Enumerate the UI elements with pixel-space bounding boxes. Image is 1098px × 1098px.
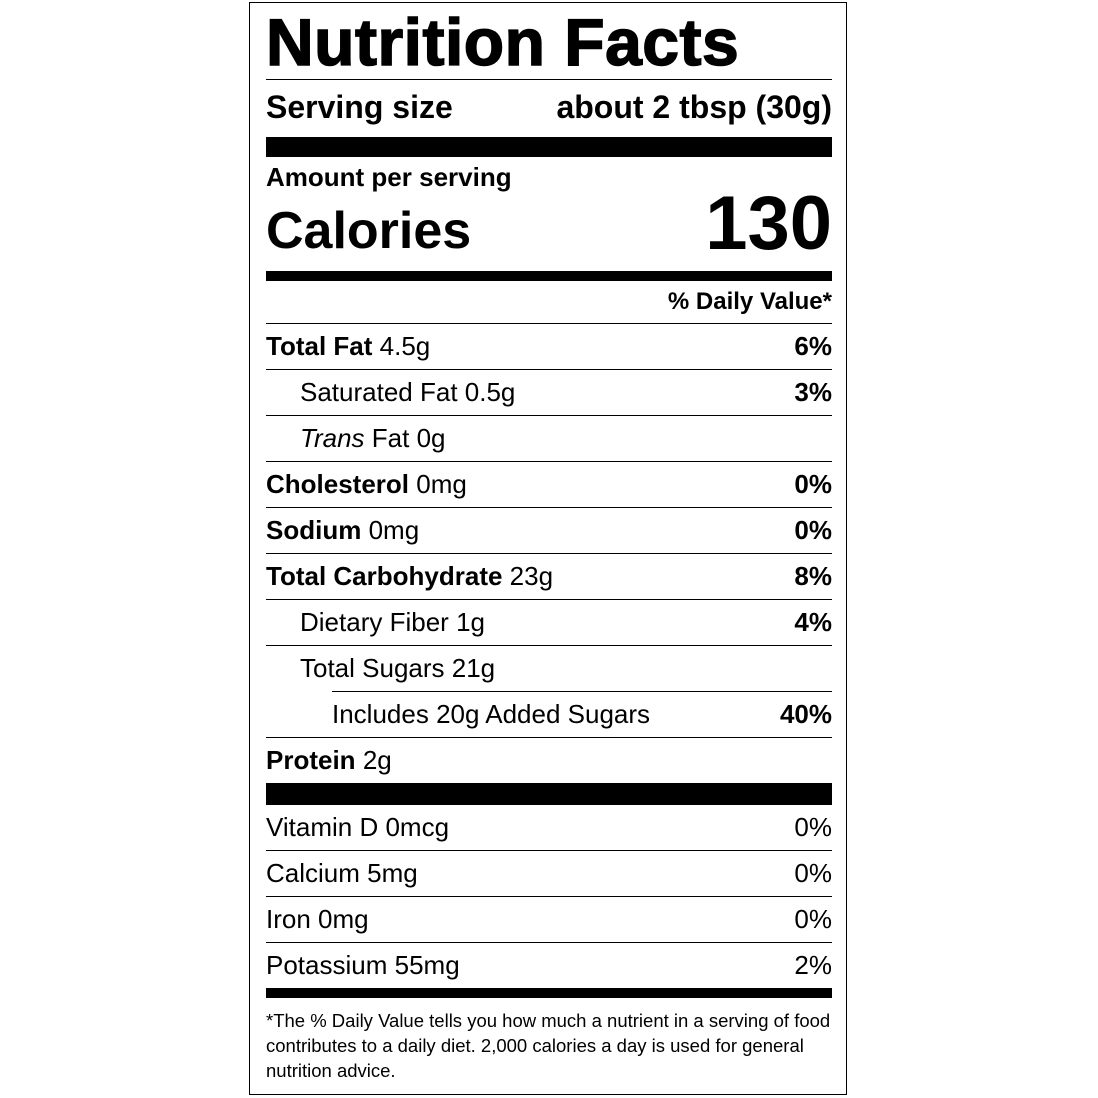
nutrient-amount: 0.5g: [464, 377, 516, 407]
serving-size-label: Serving size: [266, 88, 453, 125]
nutrient-dv: 8%: [794, 561, 832, 591]
nutrient-dv: 0%: [794, 469, 832, 499]
nutrient-row-cholesterol: Cholesterol 0mg 0%: [266, 462, 832, 508]
vitamin-amount: 0mcg: [385, 812, 450, 842]
nutrient-name: Trans: [300, 423, 365, 453]
nutrient-amount: 23g: [509, 561, 554, 591]
nutrient-name: Protein: [266, 745, 356, 775]
nutrient-row-sodium: Sodium 0mg 0%: [266, 508, 832, 554]
nutrient-name: Total Fat: [266, 331, 373, 361]
calories-label: Calories: [266, 202, 472, 260]
nutrition-facts-label: Nutrition Facts Serving size about 2 tbs…: [249, 2, 847, 1095]
vitamin-amount: 0mg: [318, 904, 369, 934]
nutrient-dv: 6%: [794, 331, 832, 361]
vitamin-row-vitamin-d: Vitamin D 0mcg 0%: [266, 805, 832, 851]
vitamin-dv: 0%: [794, 858, 832, 888]
calories-value: 130: [705, 181, 832, 266]
nutrient-amount: 4.5g: [379, 331, 431, 361]
label-title: Nutrition Facts: [265, 4, 740, 80]
nutrient-row-protein: Protein 2g: [266, 738, 832, 783]
nutrient-name: Cholesterol: [266, 469, 410, 499]
nutrient-amount: 1g: [456, 607, 485, 637]
nutrient-name-rest: Fat: [371, 423, 410, 453]
vitamin-amount: 5mg: [367, 858, 418, 888]
nutrient-name: Includes 20g Added Sugars: [332, 699, 651, 729]
nutrient-amount: 2g: [362, 745, 392, 775]
nutrient-amount: 21g: [451, 653, 496, 683]
nutrient-dv: 4%: [794, 607, 832, 637]
nutrient-dv: 3%: [794, 377, 832, 407]
nutrient-name: Sodium: [266, 515, 362, 545]
thick-divider: [266, 137, 832, 157]
vitamin-dv: 2%: [794, 950, 832, 980]
nutrient-row-total-fat: Total Fat 4.5g 6%: [266, 324, 832, 370]
vitamin-name: Calcium: [266, 858, 360, 888]
nutrient-row-total-carbohydrate: Total Carbohydrate 23g 8%: [266, 554, 832, 600]
nutrient-name: Dietary Fiber: [300, 607, 449, 637]
serving-size-value: about 2 tbsp (30g): [556, 88, 832, 125]
nutrient-amount: 0mg: [368, 515, 420, 545]
footnote: *The % Daily Value tells you how much a …: [266, 1010, 831, 1081]
vitamin-name: Vitamin D: [266, 812, 379, 842]
nutrient-dv: 0%: [794, 515, 832, 545]
nutrient-row-added-sugars: Includes 20g Added Sugars 40%: [332, 691, 832, 737]
added-sugars-wrap: Includes 20g Added Sugars 40%: [332, 691, 832, 737]
nutrient-name: Total Sugars: [300, 653, 445, 683]
vitamin-name: Potassium: [266, 950, 388, 980]
nutrient-amount: 0g: [416, 423, 446, 453]
amount-per-serving: Amount per serving: [266, 162, 512, 192]
serving-size-row: Serving size about 2 tbsp (30g): [266, 80, 832, 134]
divider: [266, 79, 832, 80]
vitamin-dv: 0%: [794, 812, 832, 842]
vitamin-amount: 55mg: [394, 950, 460, 980]
nutrient-amount: 0mg: [416, 469, 467, 499]
vitamin-row-iron: Iron 0mg 0%: [266, 897, 832, 943]
thick-divider: [266, 783, 832, 805]
vitamin-dv: 0%: [794, 904, 832, 934]
nutrient-row-total-sugars: Total Sugars 21g: [266, 646, 832, 691]
daily-value-header: % Daily Value*: [266, 281, 832, 324]
nutrient-row-trans-fat: Trans Fat 0g: [266, 416, 832, 462]
vitamin-name: Iron: [266, 904, 311, 934]
calories-row: Calories 130: [266, 181, 832, 266]
nutrient-row-saturated-fat: Saturated Fat 0.5g 3%: [266, 370, 832, 416]
nutrient-name: Total Carbohydrate: [266, 561, 503, 591]
vitamin-row-calcium: Calcium 5mg 0%: [266, 851, 832, 897]
divider: [266, 737, 832, 738]
nutrient-row-dietary-fiber: Dietary Fiber 1g 4%: [266, 600, 832, 646]
vitamin-row-potassium: Potassium 55mg 2%: [266, 943, 832, 988]
nutrient-name: Saturated Fat: [300, 377, 458, 407]
medium-divider: [266, 271, 832, 281]
nutrient-dv: 40%: [779, 699, 832, 729]
medium-divider: [266, 988, 832, 998]
